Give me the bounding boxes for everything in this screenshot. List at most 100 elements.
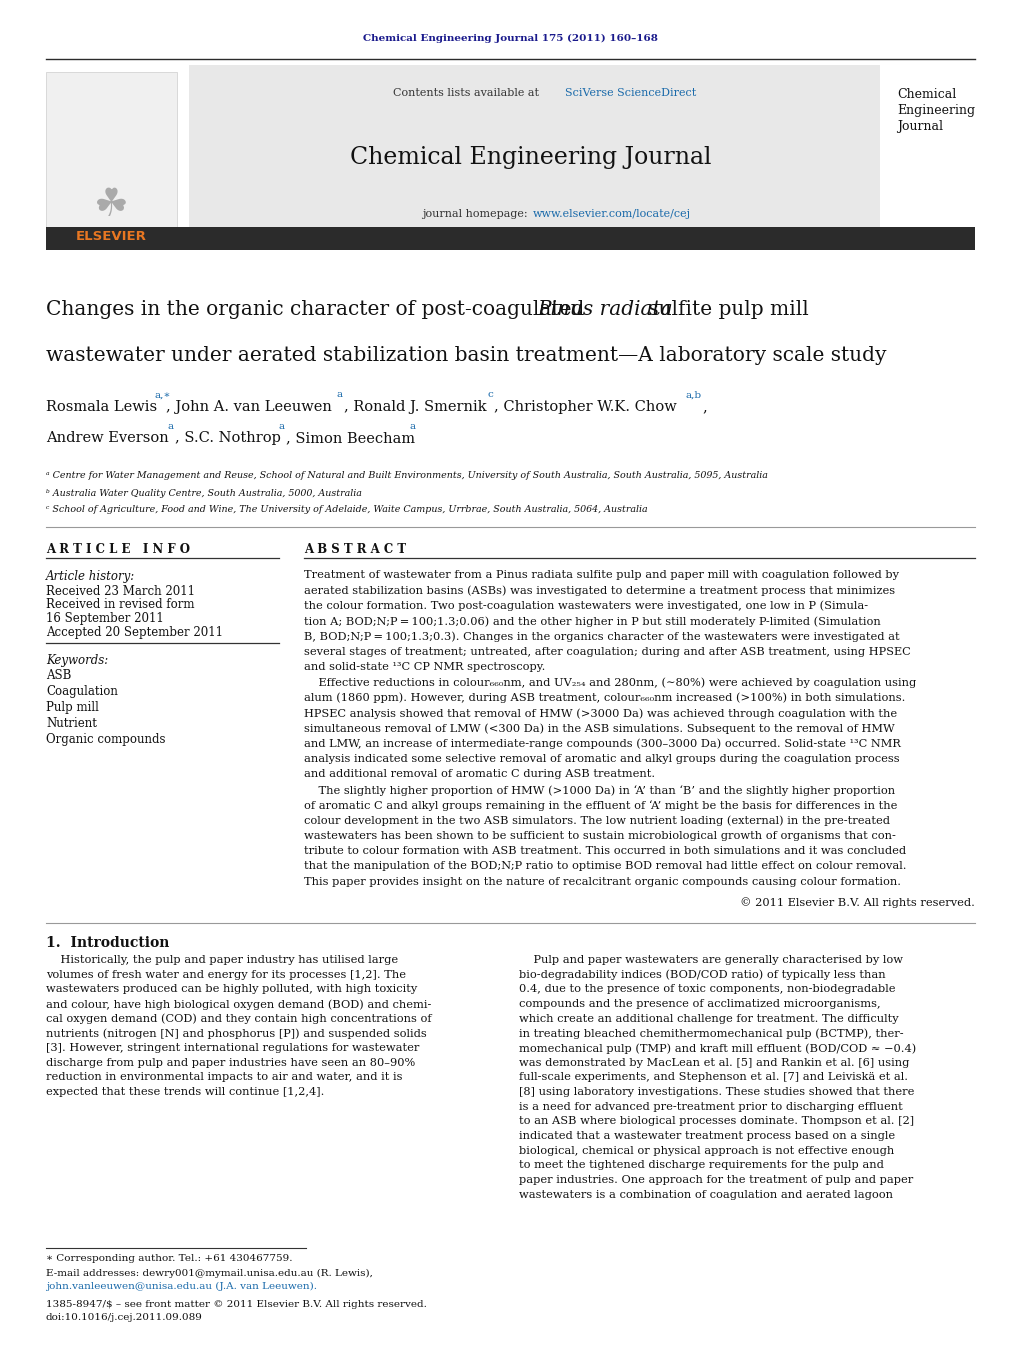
- Text: , Simon Beecham: , Simon Beecham: [286, 431, 415, 444]
- Text: reduction in environmental impacts to air and water, and it is: reduction in environmental impacts to ai…: [46, 1073, 402, 1082]
- Text: 0.4, due to the presence of toxic components, non-biodegradable: 0.4, due to the presence of toxic compon…: [519, 985, 895, 994]
- Text: simultaneous removal of LMW (<300 Da) in the ASB simulations. Subsequent to the : simultaneous removal of LMW (<300 Da) in…: [304, 724, 895, 734]
- Text: ☘: ☘: [94, 186, 129, 224]
- Text: momechanical pulp (TMP) and kraft mill effluent (BOD/COD ≈ −0.4): momechanical pulp (TMP) and kraft mill e…: [519, 1043, 916, 1054]
- Text: a: a: [167, 422, 174, 431]
- Text: The slightly higher proportion of HMW (>1000 Da) in ‘A’ than ‘B’ and the slightl: The slightly higher proportion of HMW (>…: [304, 785, 895, 796]
- Text: alum (1860 ppm). However, during ASB treatment, colour₆₆₀nm increased (>100%) in: alum (1860 ppm). However, during ASB tre…: [304, 693, 906, 704]
- Text: the colour formation. Two post-coagulation wastewaters were investigated, one lo: the colour formation. Two post-coagulati…: [304, 601, 869, 612]
- Text: Pulp mill: Pulp mill: [46, 701, 99, 713]
- Text: , S.C. Nothrop: , S.C. Nothrop: [175, 431, 281, 444]
- Text: A R T I C L E   I N F O: A R T I C L E I N F O: [46, 543, 190, 557]
- Text: a: a: [337, 390, 343, 400]
- Text: Rosmala Lewis: Rosmala Lewis: [46, 400, 157, 413]
- Text: to an ASB where biological processes dominate. Thompson et al. [2]: to an ASB where biological processes dom…: [519, 1116, 914, 1127]
- Text: analysis indicated some selective removal of aromatic and alkyl groups during th: analysis indicated some selective remova…: [304, 754, 900, 765]
- Text: in treating bleached chemithermomechanical pulp (BCTMP), ther-: in treating bleached chemithermomechanic…: [519, 1028, 904, 1039]
- Text: wastewaters has been shown to be sufficient to sustain microbiological growth of: wastewaters has been shown to be suffici…: [304, 831, 896, 840]
- Text: a: a: [409, 422, 416, 431]
- Text: nutrients (nitrogen [N] and phosphorus [P]) and suspended solids: nutrients (nitrogen [N] and phosphorus […: [46, 1028, 427, 1039]
- FancyBboxPatch shape: [46, 72, 177, 236]
- Text: Andrew Everson: Andrew Everson: [46, 431, 168, 444]
- Text: Coagulation: Coagulation: [46, 685, 117, 697]
- Text: was demonstrated by MacLean et al. [5] and Rankin et al. [6] using: was demonstrated by MacLean et al. [5] a…: [519, 1058, 909, 1067]
- Text: Effective reductions in colour₆₆₀nm, and UV₂₅₄ and 280nm, (∼80%) were achieved b: Effective reductions in colour₆₆₀nm, and…: [304, 677, 917, 688]
- Text: a,∗: a,∗: [154, 390, 171, 400]
- Text: tion A; BOD;N;P = 100;1.3;0.06) and the other higher in P but still moderately P: tion A; BOD;N;P = 100;1.3;0.06) and the …: [304, 616, 881, 627]
- Text: indicated that a wastewater treatment process based on a single: indicated that a wastewater treatment pr…: [519, 1131, 894, 1142]
- Text: ,: ,: [702, 400, 708, 413]
- Text: aerated stabilization basins (ASBs) was investigated to determine a treatment pr: aerated stabilization basins (ASBs) was …: [304, 585, 895, 596]
- Text: and solid-state ¹³C CP NMR spectroscopy.: and solid-state ¹³C CP NMR spectroscopy.: [304, 662, 545, 673]
- Text: wastewaters is a combination of coagulation and aerated lagoon: wastewaters is a combination of coagulat…: [519, 1190, 892, 1200]
- Text: and additional removal of aromatic C during ASB treatment.: and additional removal of aromatic C dur…: [304, 770, 655, 780]
- Text: compounds and the presence of acclimatized microorganisms,: compounds and the presence of acclimatiz…: [519, 1000, 880, 1009]
- Text: bio-degradability indices (BOD/COD ratio) of typically less than: bio-degradability indices (BOD/COD ratio…: [519, 970, 885, 981]
- Text: to meet the tightened discharge requirements for the pulp and: to meet the tightened discharge requirem…: [519, 1161, 883, 1170]
- FancyBboxPatch shape: [189, 65, 880, 240]
- Text: Received in revised form: Received in revised form: [46, 598, 194, 612]
- Text: colour development in the two ASB simulators. The low nutrient loading (external: colour development in the two ASB simula…: [304, 816, 890, 825]
- Text: 1.  Introduction: 1. Introduction: [46, 936, 169, 950]
- Text: ∗ Corresponding author. Tel.: +61 430467759.: ∗ Corresponding author. Tel.: +61 430467…: [46, 1254, 292, 1263]
- Text: wastewaters produced can be highly polluted, with high toxicity: wastewaters produced can be highly pollu…: [46, 985, 418, 994]
- Text: Keywords:: Keywords:: [46, 654, 108, 667]
- Text: Accepted 20 September 2011: Accepted 20 September 2011: [46, 626, 223, 639]
- Text: , Christopher W.K. Chow: , Christopher W.K. Chow: [494, 400, 677, 413]
- Text: © 2011 Elsevier B.V. All rights reserved.: © 2011 Elsevier B.V. All rights reserved…: [740, 897, 975, 908]
- Text: journal homepage:: journal homepage:: [422, 209, 531, 219]
- Text: Nutrient: Nutrient: [46, 716, 97, 730]
- Text: c: c: [487, 390, 493, 400]
- Text: ᵃ Centre for Water Management and Reuse, School of Natural and Built Environment: ᵃ Centre for Water Management and Reuse,…: [46, 471, 768, 481]
- Text: biological, chemical or physical approach is not effective enough: biological, chemical or physical approac…: [519, 1146, 894, 1155]
- Text: and colour, have high biological oxygen demand (BOD) and chemi-: and colour, have high biological oxygen …: [46, 1000, 431, 1009]
- Text: a: a: [279, 422, 285, 431]
- Text: is a need for advanced pre-treatment prior to discharging effluent: is a need for advanced pre-treatment pri…: [519, 1102, 903, 1112]
- Text: Organic compounds: Organic compounds: [46, 732, 165, 746]
- Text: a,b: a,b: [685, 390, 701, 400]
- Text: Historically, the pulp and paper industry has utilised large: Historically, the pulp and paper industr…: [46, 955, 398, 965]
- Text: ᵇ Australia Water Quality Centre, South Australia, 5000, Australia: ᵇ Australia Water Quality Centre, South …: [46, 489, 361, 499]
- Text: , Ronald J. Smernik: , Ronald J. Smernik: [344, 400, 487, 413]
- Text: expected that these trends will continue [1,2,4].: expected that these trends will continue…: [46, 1088, 325, 1097]
- Text: which create an additional challenge for treatment. The difficulty: which create an additional challenge for…: [519, 1013, 898, 1024]
- Text: This paper provides insight on the nature of recalcitrant organic compounds caus: This paper provides insight on the natur…: [304, 877, 902, 886]
- Text: and LMW, an increase of intermediate-range compounds (300–3000 Da) occurred. Sol: and LMW, an increase of intermediate-ran…: [304, 739, 902, 750]
- FancyBboxPatch shape: [46, 227, 975, 250]
- Text: tribute to colour formation with ASB treatment. This occurred in both simulation: tribute to colour formation with ASB tre…: [304, 846, 907, 857]
- Text: discharge from pulp and paper industries have seen an 80–90%: discharge from pulp and paper industries…: [46, 1058, 416, 1067]
- Text: A B S T R A C T: A B S T R A C T: [304, 543, 406, 557]
- Text: Contents lists available at: Contents lists available at: [393, 88, 542, 97]
- Text: [8] using laboratory investigations. These studies showed that there: [8] using laboratory investigations. The…: [519, 1088, 914, 1097]
- Text: Chemical Engineering Journal 175 (2011) 160–168: Chemical Engineering Journal 175 (2011) …: [363, 34, 658, 43]
- Text: Pinus radiata: Pinus radiata: [537, 300, 673, 319]
- Text: full-scale experiments, and Stephenson et al. [7] and Leiviskä et al.: full-scale experiments, and Stephenson e…: [519, 1073, 908, 1082]
- Text: , John A. van Leeuwen: , John A. van Leeuwen: [166, 400, 332, 413]
- Text: Chemical
Engineering
Journal: Chemical Engineering Journal: [896, 88, 975, 132]
- Text: Pulp and paper wastewaters are generally characterised by low: Pulp and paper wastewaters are generally…: [519, 955, 903, 965]
- Text: Chemical Engineering Journal: Chemical Engineering Journal: [350, 146, 712, 169]
- Text: of aromatic C and alkyl groups remaining in the effluent of ‘A’ might be the bas: of aromatic C and alkyl groups remaining…: [304, 800, 897, 811]
- Text: several stages of treatment; untreated, after coagulation; during and after ASB : several stages of treatment; untreated, …: [304, 647, 911, 657]
- Text: ASB: ASB: [46, 669, 71, 682]
- Text: sulfite pulp mill: sulfite pulp mill: [642, 300, 809, 319]
- Text: B, BOD;N;P = 100;1.3;0.3). Changes in the organics character of the wastewaters : B, BOD;N;P = 100;1.3;0.3). Changes in th…: [304, 631, 900, 642]
- Text: SciVerse ScienceDirect: SciVerse ScienceDirect: [565, 88, 696, 97]
- Text: 1385-8947/$ – see front matter © 2011 Elsevier B.V. All rights reserved.: 1385-8947/$ – see front matter © 2011 El…: [46, 1300, 427, 1309]
- Text: Article history:: Article history:: [46, 570, 135, 584]
- Text: ELSEVIER: ELSEVIER: [76, 230, 147, 243]
- Text: 16 September 2011: 16 September 2011: [46, 612, 163, 626]
- Text: wastewater under aerated stabilization basin treatment—A laboratory scale study: wastewater under aerated stabilization b…: [46, 346, 886, 365]
- Text: Received 23 March 2011: Received 23 March 2011: [46, 585, 195, 598]
- Text: E-mail addresses: dewry001@mymail.unisa.edu.au (R. Lewis),: E-mail addresses: dewry001@mymail.unisa.…: [46, 1269, 373, 1278]
- Text: [3]. However, stringent international regulations for wastewater: [3]. However, stringent international re…: [46, 1043, 420, 1054]
- Text: paper industries. One approach for the treatment of pulp and paper: paper industries. One approach for the t…: [519, 1175, 913, 1185]
- Text: doi:10.1016/j.cej.2011.09.089: doi:10.1016/j.cej.2011.09.089: [46, 1313, 203, 1323]
- Text: volumes of fresh water and energy for its processes [1,2]. The: volumes of fresh water and energy for it…: [46, 970, 406, 979]
- Text: ᶜ School of Agriculture, Food and Wine, The University of Adelaide, Waite Campus: ᶜ School of Agriculture, Food and Wine, …: [46, 505, 647, 515]
- Text: Changes in the organic character of post-coagulated: Changes in the organic character of post…: [46, 300, 591, 319]
- Text: www.elsevier.com/locate/cej: www.elsevier.com/locate/cej: [533, 209, 691, 219]
- Text: Treatment of wastewater from a Pinus radiata sulfite pulp and paper mill with co: Treatment of wastewater from a Pinus rad…: [304, 570, 900, 580]
- Text: cal oxygen demand (COD) and they contain high concentrations of: cal oxygen demand (COD) and they contain…: [46, 1013, 432, 1024]
- Text: that the manipulation of the BOD;N;P ratio to optimise BOD removal had little ef: that the manipulation of the BOD;N;P rat…: [304, 862, 907, 871]
